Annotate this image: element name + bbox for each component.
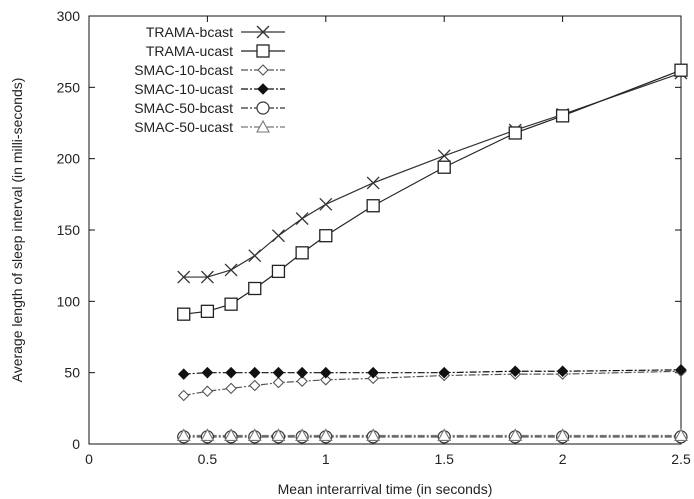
data-point-trama-bcast (366, 176, 380, 190)
series-markers (176, 63, 688, 444)
y-tick-label: 200 (57, 151, 81, 167)
data-point-smac-50-ucast (508, 428, 523, 441)
legend-label-trama-ucast: TRAMA-ucast (146, 43, 233, 59)
legend-marker-smac-10-ucast (257, 83, 269, 95)
data-point-smac-50-ucast (437, 428, 452, 441)
data-point-smac-10-bcast (296, 375, 308, 388)
legend-label-smac-10-bcast: SMAC-10-bcast (134, 62, 233, 78)
data-point-smac-10-bcast (320, 374, 332, 386)
data-point-smac-10-ucast (177, 368, 190, 380)
data-point-trama-bcast (224, 263, 238, 277)
data-point-trama-bcast (437, 149, 451, 163)
data-point-trama-ucast (224, 297, 238, 311)
data-point-smac-10-bcast (177, 389, 190, 402)
y-tick-label: 50 (64, 365, 80, 381)
series-lines (183, 69, 682, 438)
legend-marker-trama-bcast (256, 25, 270, 39)
x-tick-label: 1 (322, 451, 330, 467)
data-point-smac-50-ucast (224, 428, 239, 441)
x-tick-label: 2.5 (671, 451, 691, 467)
data-point-smac-50-ucast (318, 428, 333, 441)
x-axis-label: Mean interarrival time (in seconds) (278, 481, 493, 497)
data-point-smac-10-bcast (272, 376, 285, 389)
legend-label-smac-50-ucast: SMAC-50-ucast (134, 119, 233, 135)
data-point-smac-50-ucast (200, 428, 215, 441)
y-tick-label: 100 (57, 293, 81, 309)
data-point-trama-ucast (248, 281, 262, 296)
data-point-trama-ucast (177, 307, 191, 321)
legend-marker-smac-10-bcast (257, 64, 269, 76)
data-point-smac-10-ucast (556, 365, 569, 378)
data-point-trama-ucast (295, 246, 309, 260)
data-point-smac-50-ucast (176, 428, 191, 441)
data-point-smac-50-ucast (271, 428, 286, 441)
legend-label-trama-bcast: TRAMA-bcast (146, 24, 233, 40)
x-tick-label: 0 (85, 451, 93, 467)
y-tick-label: 0 (72, 436, 80, 452)
data-point-smac-10-bcast (225, 382, 237, 395)
data-point-smac-10-ucast (201, 366, 214, 379)
legend-marker-smac-50-bcast (256, 101, 270, 115)
data-point-smac-10-ucast (320, 366, 332, 379)
data-point-smac-50-ucast (555, 428, 570, 441)
y-axis-label: Average length of sleep interval (in mil… (9, 78, 25, 383)
legend-marker-smac-50-ucast (256, 119, 270, 133)
legend: TRAMA-bcast TRAMA-ucast SMAC-10-bcast SMAC-… (134, 24, 285, 135)
data-point-trama-ucast (319, 229, 333, 243)
data-point-smac-10-bcast (248, 379, 261, 392)
data-point-trama-bcast (177, 270, 191, 284)
data-point-trama-ucast (437, 160, 451, 174)
data-point-trama-ucast (555, 109, 570, 123)
y-tick-label: 250 (57, 79, 81, 95)
data-point-trama-bcast (271, 229, 285, 243)
data-point-smac-10-ucast (296, 366, 308, 379)
data-point-trama-ucast (366, 199, 380, 213)
legend-label-smac-50-bcast: SMAC-50-bcast (134, 100, 233, 116)
data-point-trama-ucast (674, 63, 688, 77)
data-point-trama-bcast (200, 270, 214, 284)
data-point-smac-10-ucast (367, 366, 379, 379)
legend-marker-trama-ucast (256, 44, 270, 58)
data-point-smac-10-ucast (272, 366, 285, 379)
data-point-smac-10-bcast (201, 385, 214, 397)
data-point-smac-50-ucast (366, 428, 381, 441)
series-line-trama-bcast (183, 72, 682, 278)
x-tick-label: 0.5 (198, 451, 218, 467)
data-point-trama-ucast (508, 126, 522, 140)
legend-label-smac-10-ucast: SMAC-10-ucast (134, 81, 233, 97)
data-point-trama-bcast (248, 249, 262, 263)
y-tick-label: 300 (57, 8, 81, 24)
data-point-smac-10-ucast (248, 366, 261, 379)
data-point-trama-ucast (200, 304, 215, 318)
data-point-smac-50-ucast (674, 428, 688, 441)
x-tick-label: 1.5 (434, 451, 454, 467)
data-point-trama-bcast (295, 212, 309, 226)
y-tick-label: 150 (57, 222, 81, 238)
x-tick-label: 2 (559, 451, 567, 467)
data-point-trama-ucast (271, 264, 286, 279)
data-point-smac-10-ucast (675, 364, 687, 376)
data-point-smac-10-ucast (509, 365, 522, 378)
data-point-trama-bcast (319, 197, 333, 211)
data-point-smac-50-ucast (295, 428, 310, 441)
data-point-smac-50-ucast (247, 428, 262, 441)
data-point-smac-10-ucast (438, 366, 450, 379)
data-point-smac-10-ucast (225, 366, 237, 379)
